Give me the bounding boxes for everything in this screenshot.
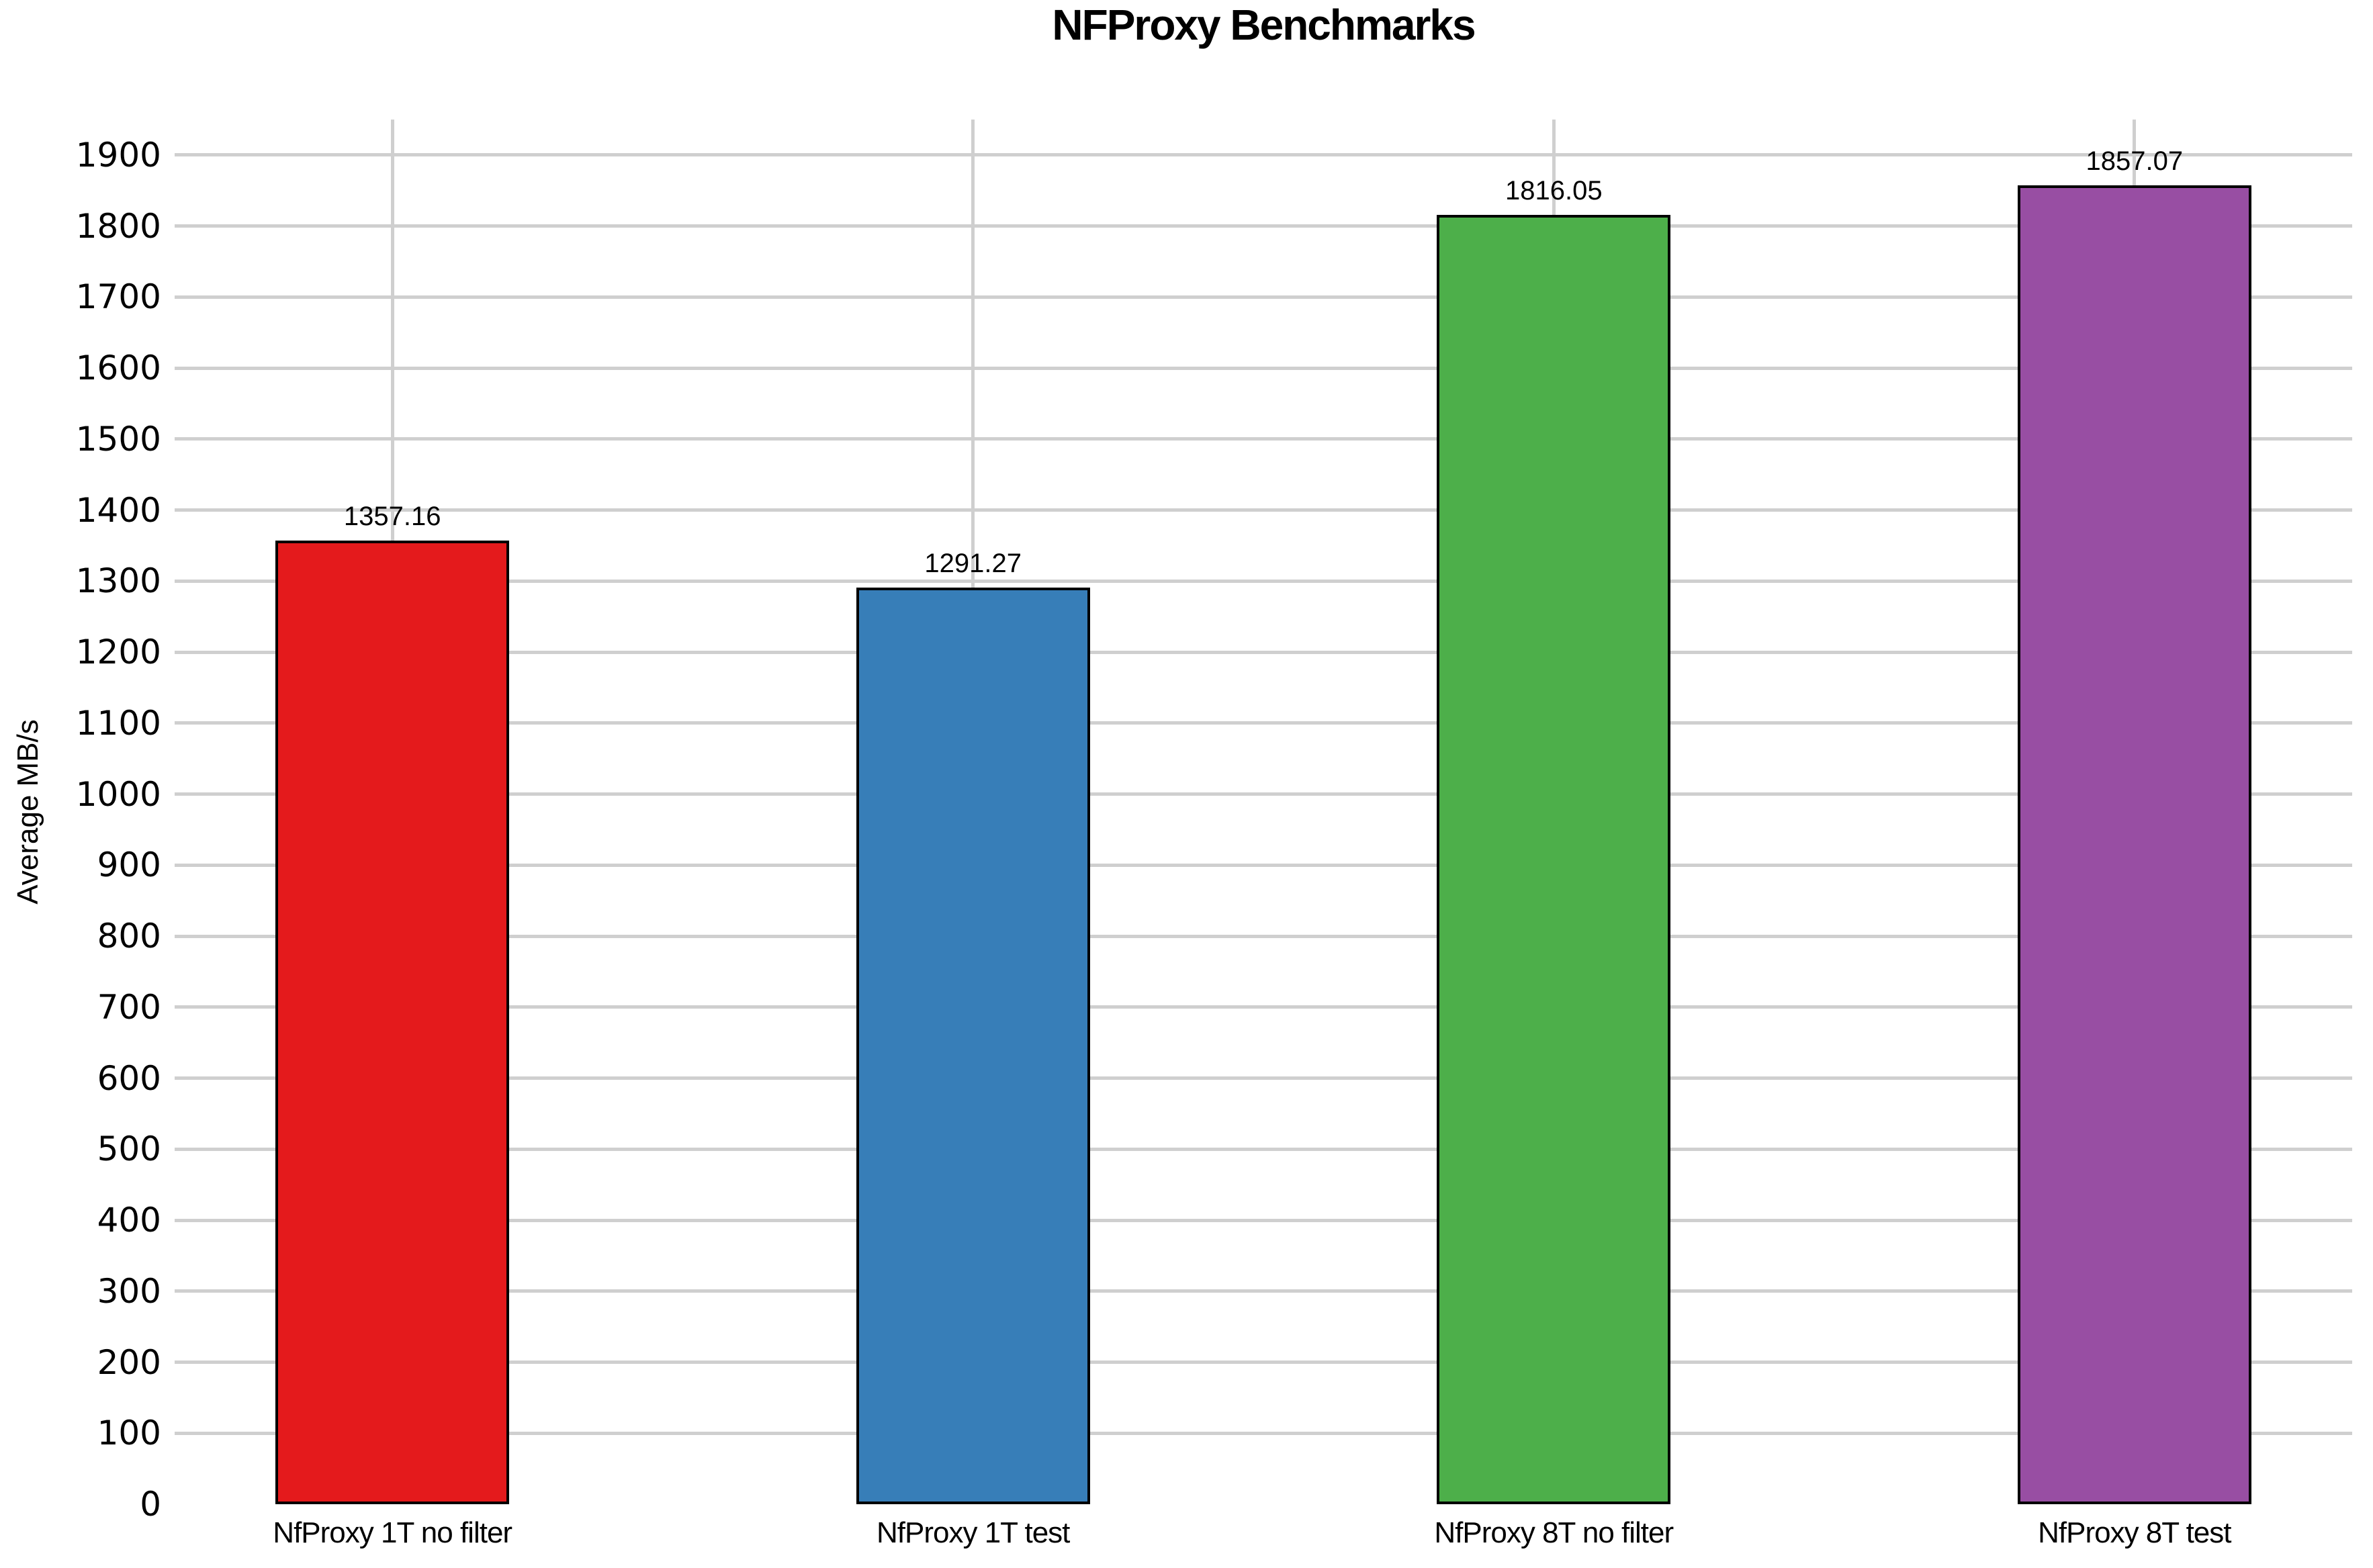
y-tick-label: 300 [97, 1271, 161, 1311]
y-gridline [175, 1218, 2352, 1222]
bar-4 [2017, 185, 2251, 1504]
y-tick-label: 700 [97, 987, 161, 1027]
x-tick-label: NfProxy 8T no filter [1434, 1516, 1674, 1549]
bar-value-label: 1357.16 [343, 501, 441, 531]
bar-value-label: 1857.07 [2086, 146, 2184, 177]
y-tick-label: 200 [97, 1342, 161, 1382]
bar-2 [856, 587, 1090, 1504]
y-tick-label: 900 [97, 845, 161, 885]
x-tick-label: NfProxy 1T test [877, 1516, 1070, 1549]
y-gridline [175, 650, 2352, 654]
y-tick-label: 1600 [75, 349, 161, 388]
y-gridline [175, 1361, 2352, 1364]
bar-3 [1437, 214, 1671, 1504]
bar-value-label: 1816.05 [1505, 175, 1603, 205]
x-tick-label: NfProxy 8T test [2038, 1516, 2231, 1549]
x-tick-label: NfProxy 1T no filter [273, 1516, 512, 1549]
y-gridline [175, 1431, 2352, 1435]
y-tick-label: 0 [140, 1485, 161, 1524]
y-gridline [175, 224, 2352, 228]
y-gridline [175, 1076, 2352, 1080]
y-gridline [175, 366, 2352, 370]
y-tick-label: 400 [97, 1201, 161, 1240]
y-tick-label: 1800 [75, 206, 161, 246]
chart-title: NFProxy Benchmarks [1052, 1, 1476, 49]
y-gridline [175, 508, 2352, 512]
y-gridline [175, 792, 2352, 796]
bar-1 [275, 540, 510, 1504]
y-gridline [175, 863, 2352, 867]
y-gridline [175, 1289, 2352, 1293]
y-gridline [175, 1005, 2352, 1009]
y-tick-label: 1100 [75, 703, 161, 743]
y-tick-label: 500 [97, 1129, 161, 1169]
y-tick-label: 600 [97, 1058, 161, 1098]
bar-value-label: 1291.27 [924, 548, 1022, 578]
y-gridline [175, 721, 2352, 725]
y-gridline [175, 1147, 2352, 1151]
y-tick-label: 1500 [75, 419, 161, 459]
y-gridline [175, 437, 2352, 441]
y-gridline [175, 579, 2352, 583]
y-tick-label: 1000 [75, 774, 161, 814]
y-gridline [175, 153, 2352, 157]
y-tick-label: 1400 [75, 490, 161, 530]
y-tick-label: 1300 [75, 561, 161, 601]
y-gridline [175, 295, 2352, 299]
y-tick-label: 1700 [75, 277, 161, 317]
y-tick-label: 1200 [75, 633, 161, 672]
y-tick-label: 800 [97, 917, 161, 956]
y-tick-label: 100 [97, 1414, 161, 1453]
y-gridline [175, 934, 2352, 938]
y-tick-label: 1900 [75, 135, 161, 175]
